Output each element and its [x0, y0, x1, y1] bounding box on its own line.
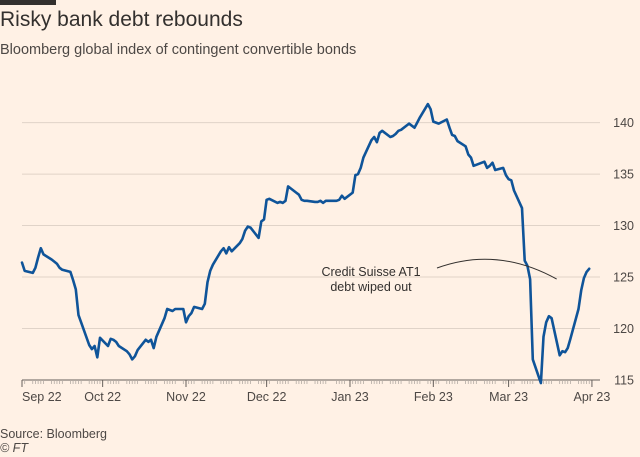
x-tick-label: Dec 22: [247, 390, 287, 404]
y-tick-label: 115: [614, 374, 634, 388]
gridlines: [22, 122, 600, 330]
y-tick-label: 120: [613, 322, 634, 336]
chart-area: 115 120 125 130 135 140 Sep 22 Oct 22 Nov 22 Dec…: [20, 102, 634, 404]
series-line: [20, 102, 591, 385]
x-axis: [21, 379, 600, 387]
chart-subtitle: Bloomberg global index of contingent con…: [0, 42, 357, 58]
annotation-connector: [436, 258, 557, 280]
annotation-text: debt wiped out: [330, 280, 412, 294]
x-tick-label: Oct 22: [84, 390, 121, 404]
brand-bar: [0, 0, 56, 5]
y-tick-label: 135: [613, 168, 634, 182]
x-tick-label: Sep 22: [22, 390, 62, 404]
x-tick-labels: Sep 22 Oct 22 Nov 22 Dec 22 Jan 23 Feb 23 Mar …: [22, 390, 610, 404]
y-tick-label: 130: [613, 219, 634, 233]
y-tick-label: 125: [613, 271, 634, 285]
annotation-text: Credit Suisse AT1: [321, 265, 420, 279]
x-tick-label: Feb 23: [414, 390, 453, 404]
ft-credit: © FT: [0, 441, 28, 455]
x-tick-label: Mar 23: [489, 390, 528, 404]
y-tick-label: 140: [613, 116, 634, 130]
chart-title: Risky bank debt rebounds: [0, 8, 243, 31]
source-note: Source: Bloomberg: [0, 427, 108, 441]
x-tick-label: Jan 23: [331, 390, 369, 404]
y-tick-labels: 115 120 125 130 135 140: [613, 116, 634, 387]
series-lines: [20, 102, 591, 385]
x-tick-label: Apr 23: [574, 390, 611, 404]
x-tick-label: Nov 22: [166, 390, 206, 404]
